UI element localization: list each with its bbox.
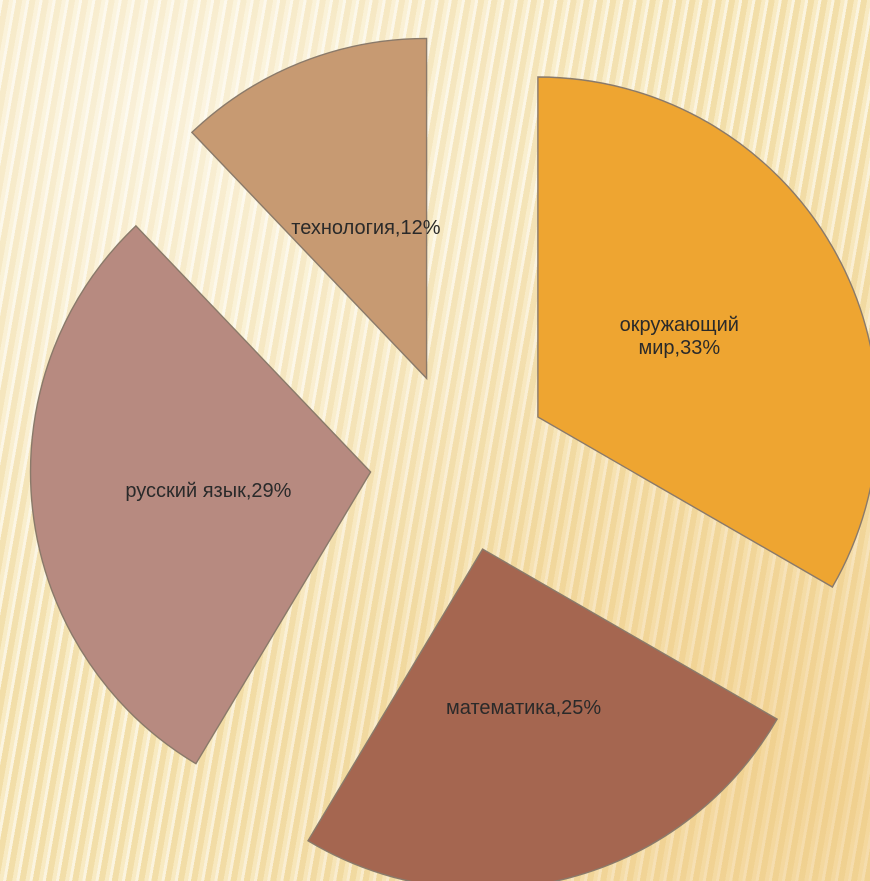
pie-label-технология: технология,12% [291,217,440,239]
pie-label-line: окружающий [620,314,739,336]
pie-label-математика: математика,25% [446,697,601,719]
pie-label-line: русский язык,29% [125,480,291,502]
pie-label-line: математика,25% [446,697,601,719]
pie-slice-технология [190,37,428,381]
pie-label-окружающий-мир: окружающий мир,33% [620,314,739,359]
pie-labels: окружающий мир,33% математика,25% русский я… [125,217,739,719]
pie-label-line: технология,12% [291,217,440,239]
pie-slices [29,37,870,881]
pie-slice-окружающий-мир [537,76,870,588]
pie-slice-русский-язык [29,224,372,765]
pie-label-русский-язык: русский язык,29% [125,480,291,502]
pie-label-line: мир,33% [638,337,720,359]
pie-slice-математика [307,548,779,881]
